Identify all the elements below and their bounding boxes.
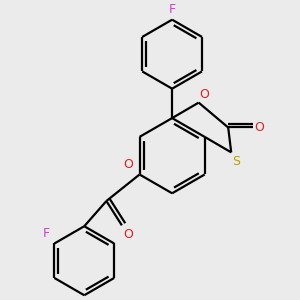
Text: F: F	[169, 3, 176, 16]
Text: O: O	[200, 88, 209, 101]
Text: F: F	[43, 227, 50, 240]
Text: S: S	[232, 154, 240, 168]
Text: O: O	[123, 158, 133, 171]
Text: O: O	[254, 121, 264, 134]
Text: O: O	[124, 228, 134, 241]
